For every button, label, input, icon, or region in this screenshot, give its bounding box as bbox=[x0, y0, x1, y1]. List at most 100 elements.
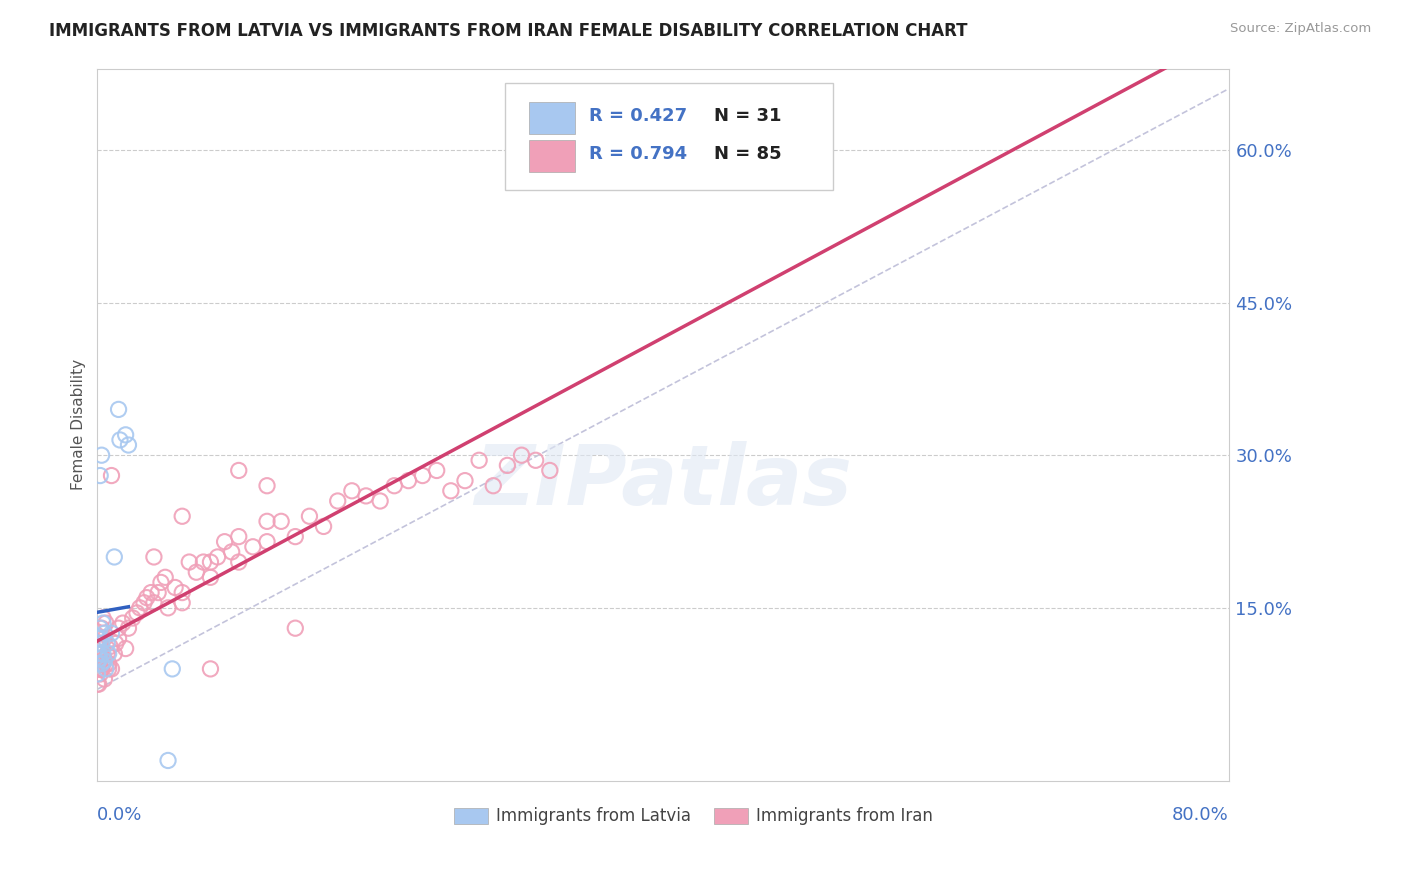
Text: N = 85: N = 85 bbox=[714, 145, 782, 163]
Point bbox=[93, 654, 115, 668]
Point bbox=[86, 647, 108, 661]
Point bbox=[165, 581, 187, 595]
Point bbox=[89, 647, 111, 661]
Point bbox=[89, 636, 111, 650]
Text: 80.0%: 80.0% bbox=[1171, 806, 1229, 824]
Point bbox=[97, 662, 120, 676]
Point bbox=[96, 636, 118, 650]
Point bbox=[86, 636, 108, 650]
Point bbox=[91, 657, 114, 671]
Point bbox=[93, 651, 115, 665]
Point bbox=[87, 657, 110, 671]
Point bbox=[200, 570, 222, 584]
Point bbox=[94, 662, 117, 676]
Text: R = 0.794: R = 0.794 bbox=[589, 145, 688, 163]
Point bbox=[125, 606, 148, 620]
Text: 0.0%: 0.0% bbox=[97, 806, 143, 824]
Point bbox=[94, 616, 117, 631]
Point bbox=[86, 662, 108, 676]
Point bbox=[135, 591, 157, 605]
Point bbox=[200, 662, 222, 676]
Point bbox=[104, 636, 127, 650]
Point bbox=[90, 657, 112, 671]
Point bbox=[86, 667, 108, 681]
Point bbox=[90, 448, 112, 462]
Point bbox=[89, 621, 111, 635]
Point bbox=[228, 555, 250, 569]
Point bbox=[157, 600, 180, 615]
Point bbox=[91, 611, 114, 625]
FancyBboxPatch shape bbox=[505, 83, 832, 190]
Point bbox=[149, 575, 172, 590]
Point bbox=[412, 468, 434, 483]
Point bbox=[284, 621, 307, 635]
Point bbox=[221, 545, 243, 559]
Point bbox=[86, 647, 108, 661]
Point bbox=[538, 463, 561, 477]
Point bbox=[312, 519, 335, 533]
Point bbox=[100, 626, 122, 640]
Point bbox=[256, 514, 278, 528]
Point bbox=[440, 483, 463, 498]
Point bbox=[103, 647, 125, 661]
Text: Immigrants from Latvia: Immigrants from Latvia bbox=[495, 806, 690, 825]
Point bbox=[426, 463, 449, 477]
Text: Source: ZipAtlas.com: Source: ZipAtlas.com bbox=[1230, 22, 1371, 36]
Text: ZIPatlas: ZIPatlas bbox=[474, 442, 852, 522]
Point bbox=[87, 636, 110, 650]
Point bbox=[581, 143, 603, 157]
Point bbox=[117, 621, 139, 635]
Point bbox=[117, 438, 139, 452]
Point bbox=[326, 494, 349, 508]
Point bbox=[90, 621, 112, 635]
Point bbox=[111, 616, 134, 631]
Point bbox=[524, 453, 547, 467]
Point bbox=[87, 651, 110, 665]
Text: IMMIGRANTS FROM LATVIA VS IMMIGRANTS FROM IRAN FEMALE DISABILITY CORRELATION CHA: IMMIGRANTS FROM LATVIA VS IMMIGRANTS FRO… bbox=[49, 22, 967, 40]
FancyBboxPatch shape bbox=[530, 140, 575, 172]
Point bbox=[270, 514, 292, 528]
Point bbox=[93, 626, 115, 640]
Point bbox=[90, 636, 112, 650]
Point bbox=[103, 549, 125, 564]
Point bbox=[207, 549, 229, 564]
Point bbox=[284, 530, 307, 544]
Point bbox=[86, 657, 108, 671]
Point bbox=[142, 549, 165, 564]
Point bbox=[228, 530, 250, 544]
Point bbox=[114, 427, 136, 442]
Point bbox=[340, 483, 363, 498]
Point bbox=[108, 433, 131, 447]
Point bbox=[94, 657, 117, 671]
Point bbox=[482, 479, 505, 493]
Point bbox=[98, 640, 121, 654]
Point bbox=[97, 647, 120, 661]
Point bbox=[121, 611, 143, 625]
Point bbox=[107, 632, 129, 646]
Point bbox=[200, 555, 222, 569]
Point bbox=[89, 667, 111, 681]
Point bbox=[186, 566, 208, 580]
Point bbox=[96, 647, 118, 661]
Point bbox=[91, 647, 114, 661]
Point bbox=[93, 632, 115, 646]
Point bbox=[396, 474, 419, 488]
Text: N = 31: N = 31 bbox=[714, 107, 782, 125]
Point bbox=[87, 647, 110, 661]
Point bbox=[172, 596, 194, 610]
FancyBboxPatch shape bbox=[714, 808, 748, 823]
Point bbox=[256, 479, 278, 493]
Point bbox=[146, 585, 169, 599]
Point bbox=[193, 555, 215, 569]
Point bbox=[139, 585, 162, 599]
Point bbox=[468, 453, 491, 467]
Point bbox=[162, 662, 184, 676]
Point bbox=[228, 463, 250, 477]
FancyBboxPatch shape bbox=[454, 808, 488, 823]
Point bbox=[107, 402, 129, 417]
Point bbox=[100, 662, 122, 676]
Point bbox=[242, 540, 264, 554]
Point bbox=[89, 468, 111, 483]
Point bbox=[298, 509, 321, 524]
Point bbox=[496, 458, 519, 473]
